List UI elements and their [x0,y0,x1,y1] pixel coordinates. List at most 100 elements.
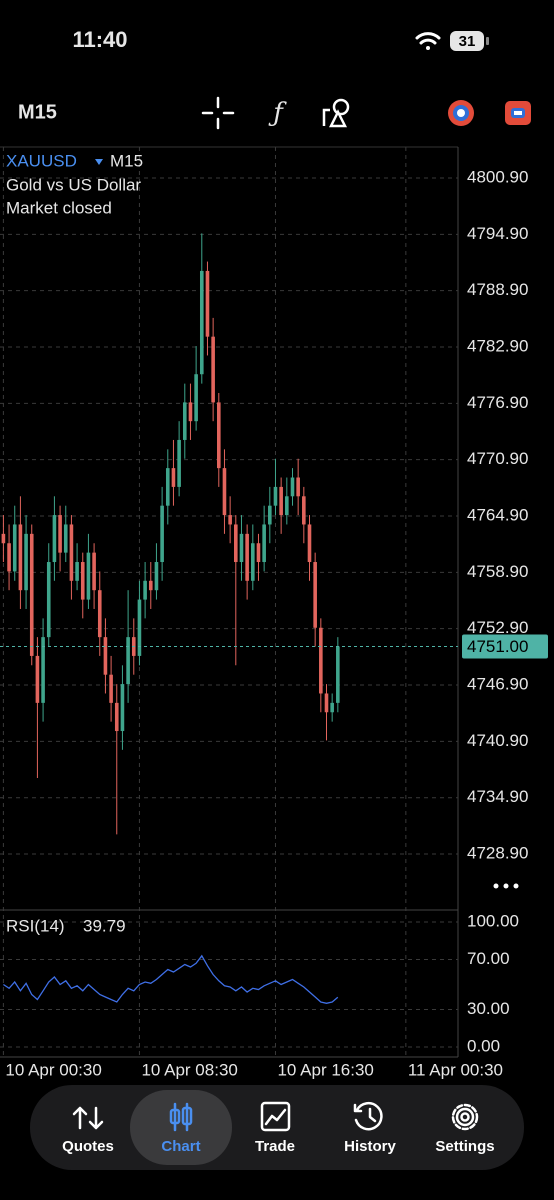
tab-label[interactable]: Trade [255,1138,295,1155]
settings-icon [451,1103,479,1131]
candle-body [222,468,227,516]
candle-body [12,524,17,572]
value-tick-label: 4788.90 [467,280,528,299]
current-price-label: 4751.00 [467,637,528,656]
candle-body [103,637,108,675]
candle-body [143,580,147,600]
candle-body [234,524,238,563]
value-tick-label: 4770.90 [467,449,528,468]
chart-icon [169,1102,193,1132]
active-tab-highlight [130,1090,232,1165]
value-tick-label: 4740.90 [467,731,528,750]
candle-body [41,637,45,703]
candle-body [114,702,119,732]
value-tick-label: 70.00 [467,949,510,968]
objects-button[interactable] [322,98,350,128]
candle-body [273,486,278,506]
value-tick-label: 100.00 [467,911,519,930]
candle-body [307,524,312,563]
crosshair-button[interactable] [201,96,235,130]
candle-body [336,646,340,703]
symbol[interactable]: XAUUSD [6,151,77,170]
value-tick-label: 30.00 [467,999,510,1018]
tab-bar [30,1085,524,1170]
labels: 10 Apr 00:30 10 Apr 08:30 10 Apr 16:30 11 A… [5,167,548,1079]
candle-body [7,543,11,572]
value-tick-label: 4746.90 [467,675,528,694]
value-tick-label: 4782.90 [467,336,528,355]
value-tick-label: 0.00 [467,1036,500,1055]
value-tick-label: 4800.90 [467,167,528,186]
candle-body [205,270,210,337]
candle-body [256,543,261,563]
status-time: 11:40 [72,27,127,52]
value-tick-label: 4728.90 [467,844,528,863]
rsi-name: RSI(14) [6,916,65,935]
trade-icon [260,1101,291,1132]
candle-body [137,599,142,656]
candle-body [160,505,164,563]
candle-body [279,486,283,516]
candle-body [171,468,176,487]
candle-body [29,533,34,656]
candle-body [245,533,249,581]
candle-body [268,505,272,525]
battery [450,31,484,51]
candle-body [211,336,215,403]
one-click-button[interactable] [448,100,474,126]
rsi-value: 39.79 [83,916,126,935]
more-button[interactable] [493,883,519,889]
candle-body [97,590,102,638]
market-status: Market closed [6,198,112,217]
candle-body [148,580,153,591]
value-tick-label: 4794.90 [467,224,528,243]
candle-body [109,674,113,703]
candle-body [92,552,96,591]
quotes-icon [72,1106,104,1130]
tab-label[interactable]: Quotes [62,1138,114,1155]
candle-body [69,524,74,581]
indicators-button[interactable]: ƒ [268,98,287,128]
tab-label[interactable]: Chart [161,1138,200,1155]
current-price-box [462,634,548,659]
candle-body [35,655,40,703]
candle-body [165,468,170,506]
candle-body [313,562,317,628]
wifi-icon [415,32,441,50]
value-tick-label: 4776.90 [467,393,528,412]
candle-body [324,693,329,713]
candle-body [24,533,28,591]
tab-label[interactable]: Settings [435,1138,494,1155]
time-tick-label: 10 Apr 00:30 [5,1060,101,1079]
value-tick-label: 4758.90 [467,562,528,581]
value-tick-label: 4734.90 [467,787,528,806]
candle-body [120,684,125,732]
candle-body [46,562,51,638]
indicator-line [3,954,339,1004]
history-icon [353,1101,383,1131]
trade-button[interactable] [505,101,531,125]
candle-body [251,543,255,581]
candle-body [126,637,130,685]
time-tick-label: 10 Apr 16:30 [277,1060,373,1079]
candle-body [177,439,181,487]
marks [0,233,458,1004]
candle-body [1,533,6,544]
candle-body [319,627,323,694]
candle-body [296,477,300,497]
candle-body [58,515,62,553]
symbol-dropdown[interactable] [95,159,103,165]
candle-body [52,515,57,563]
candle-body [18,524,23,591]
timeframe-button[interactable]: M15 [18,101,57,123]
candle-body [188,402,193,422]
grid [0,147,458,1057]
candle-body [285,496,289,516]
candle-body [330,702,334,713]
candle-body [239,533,244,563]
tab-label[interactable]: History [344,1138,396,1155]
candle-body [63,524,68,553]
candle-body [302,496,306,525]
